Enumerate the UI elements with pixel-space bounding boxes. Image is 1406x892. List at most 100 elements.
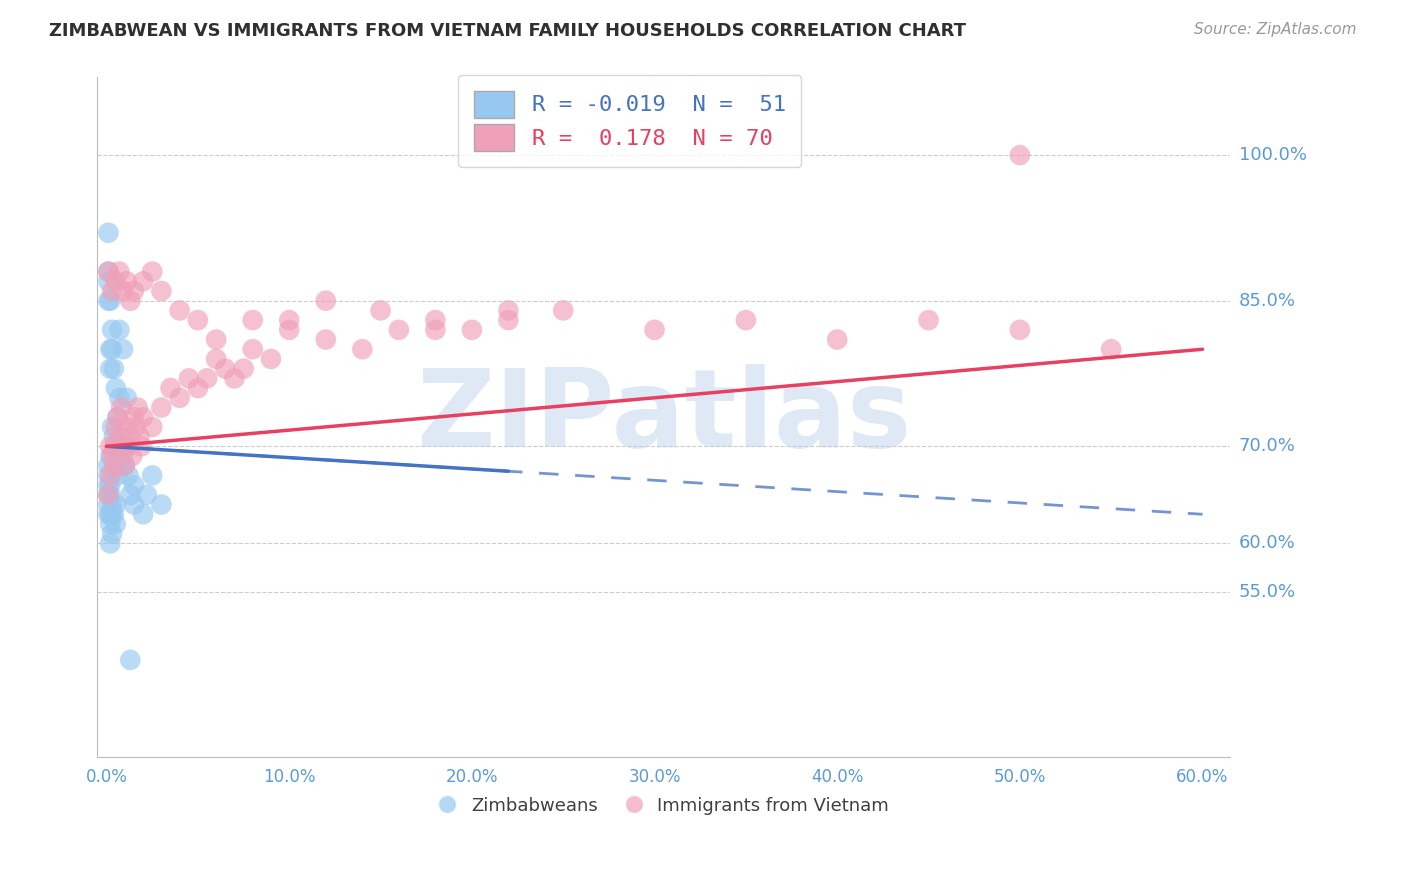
Text: 70.0%: 70.0%	[1239, 437, 1296, 455]
Text: ZIMBABWEAN VS IMMIGRANTS FROM VIETNAM FAMILY HOUSEHOLDS CORRELATION CHART: ZIMBABWEAN VS IMMIGRANTS FROM VIETNAM FA…	[49, 22, 966, 40]
Point	[120, 293, 142, 308]
Point	[97, 458, 120, 473]
Point	[103, 458, 125, 473]
Point	[97, 264, 120, 278]
Point	[121, 449, 143, 463]
Text: ZIPatlas: ZIPatlas	[416, 364, 911, 470]
Point	[129, 439, 152, 453]
Point	[97, 264, 120, 278]
Point	[132, 274, 155, 288]
Point	[242, 313, 264, 327]
Point	[97, 478, 120, 492]
Point	[107, 410, 129, 425]
Point	[159, 381, 181, 395]
Point	[224, 371, 246, 385]
Point	[425, 323, 447, 337]
Point	[101, 420, 124, 434]
Point	[114, 458, 136, 473]
Point	[104, 516, 127, 531]
Point	[205, 351, 228, 366]
Point	[97, 468, 120, 483]
Point	[1008, 148, 1031, 162]
Point	[169, 303, 191, 318]
Point	[115, 391, 138, 405]
Point	[232, 361, 254, 376]
Point	[187, 381, 209, 395]
Point	[150, 401, 173, 415]
Point	[114, 439, 136, 453]
Point	[98, 536, 121, 550]
Point	[111, 343, 134, 357]
Point	[108, 429, 131, 443]
Point	[98, 449, 121, 463]
Point	[498, 313, 520, 327]
Point	[195, 371, 218, 385]
Point	[141, 420, 163, 434]
Point	[278, 323, 301, 337]
Point	[117, 468, 139, 483]
Point	[98, 361, 121, 376]
Point	[122, 498, 145, 512]
Point	[115, 274, 138, 288]
Point	[278, 313, 301, 327]
Point	[104, 274, 127, 288]
Point	[125, 420, 148, 434]
Point	[97, 488, 120, 502]
Point	[352, 343, 374, 357]
Point	[242, 343, 264, 357]
Point	[97, 488, 120, 502]
Text: 55.0%: 55.0%	[1239, 583, 1296, 601]
Point	[120, 653, 142, 667]
Point	[101, 526, 124, 541]
Point	[150, 498, 173, 512]
Point	[315, 293, 337, 308]
Point	[101, 508, 124, 522]
Point	[103, 429, 125, 443]
Point	[98, 468, 121, 483]
Point	[122, 284, 145, 298]
Point	[169, 391, 191, 405]
Text: 60.0%: 60.0%	[1239, 534, 1296, 552]
Point	[205, 333, 228, 347]
Point	[498, 303, 520, 318]
Point	[103, 508, 125, 522]
Text: 85.0%: 85.0%	[1239, 292, 1296, 310]
Point	[187, 313, 209, 327]
Point	[101, 498, 124, 512]
Point	[98, 516, 121, 531]
Point	[98, 508, 121, 522]
Point	[98, 439, 121, 453]
Point	[825, 333, 848, 347]
Point	[135, 488, 157, 502]
Point	[141, 264, 163, 278]
Point	[97, 498, 120, 512]
Point	[734, 313, 756, 327]
Point	[104, 498, 127, 512]
Point	[122, 410, 145, 425]
Point	[104, 439, 127, 453]
Point	[97, 226, 120, 240]
Point	[101, 343, 124, 357]
Point	[132, 410, 155, 425]
Legend: Zimbabweans, Immigrants from Vietnam: Zimbabweans, Immigrants from Vietnam	[432, 790, 896, 822]
Point	[103, 361, 125, 376]
Point	[97, 274, 120, 288]
Point	[110, 458, 132, 473]
Point	[132, 508, 155, 522]
Point	[150, 284, 173, 298]
Point	[98, 293, 121, 308]
Point	[553, 303, 575, 318]
Point	[128, 429, 150, 443]
Point	[98, 343, 121, 357]
Point	[111, 449, 134, 463]
Point	[114, 458, 136, 473]
Point	[101, 284, 124, 298]
Point	[120, 488, 142, 502]
Point	[108, 391, 131, 405]
Point	[107, 410, 129, 425]
Point	[110, 401, 132, 415]
Point	[644, 323, 666, 337]
Point	[97, 293, 120, 308]
Text: 100.0%: 100.0%	[1239, 146, 1308, 164]
Point	[117, 439, 139, 453]
